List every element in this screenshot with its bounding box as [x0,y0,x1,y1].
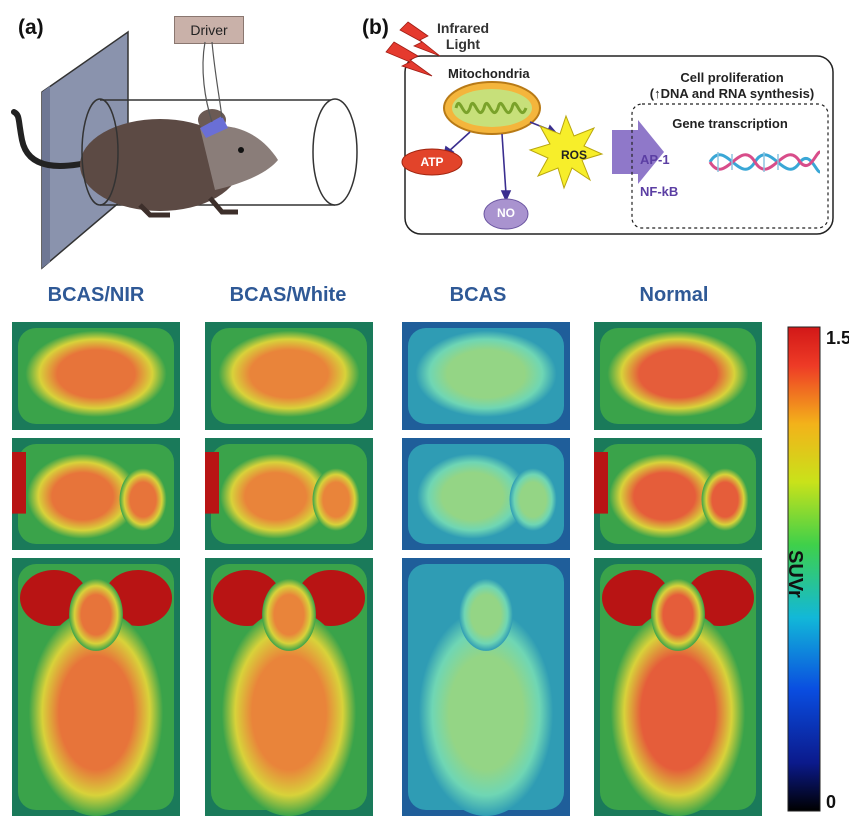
pet-scan-grid [12,322,762,816]
ap1-label: AP-1 [640,152,670,167]
gene-transcription-label: Gene transcription [672,116,788,131]
panel-a-label: (a) [18,16,44,39]
pet-scan-sagittal-bcas-white [205,438,373,550]
infrared-lightning-icon [385,21,441,77]
dna-helix-icon [708,150,821,174]
panel-b-label: (b) [362,16,389,39]
colorbar-min-label: 0 [826,792,837,812]
pet-scan-coronal-bcas [402,322,570,430]
cell-proliferation-label: Cell proliferation [680,70,784,85]
atp-label: ATP [420,155,444,169]
mouse-body [80,119,240,211]
pet-scan-axial-bcas-nir [12,558,180,816]
head-electrode [200,116,228,138]
pet-scan-axial-normal [594,558,762,816]
gene-transcription-box [631,103,829,229]
transcription-arrow [612,120,664,184]
driver-label-box: Driver [174,16,244,44]
column-title-normal: Normal [639,284,709,306]
pet-scan-sagittal-bcas-nir [12,438,180,550]
mouse-tail [11,109,103,169]
pet-scan-axial-bcas [402,558,570,816]
pet-scan-coronal-bcas-nir [12,322,180,430]
column-title-bcas-white: BCAS/White [229,284,347,306]
nfkb-label: NF-kB [640,184,679,199]
no-node [483,198,529,230]
suvr-colorbar [787,326,821,812]
pet-scan-coronal-normal [594,322,762,430]
infrared-light-label: Infrared Light [436,20,490,52]
colorbar-max-label: 1.5 [826,328,849,348]
ros-star-icon [528,114,604,190]
colorbar-axis-label: SUVr [784,550,806,598]
mouse-restraint-illustration [11,30,358,270]
dna-rna-synthesis-label: (↑DNA and RNA synthesis) [649,86,815,101]
column-title-bcas-nir: BCAS/NIR [47,284,145,306]
pet-scan-sagittal-bcas [402,438,570,550]
atp-node [401,148,463,176]
pet-scan-coronal-bcas-white [205,322,373,430]
column-title-bcas: BCAS [449,284,507,306]
pet-scan-axial-bcas-white [205,558,373,816]
no-label: NO [497,206,515,220]
mechanism-diagram [385,21,834,235]
ros-label: ROS [560,148,587,162]
pet-scan-sagittal-normal [594,438,762,550]
mitochondria-label: Mitochondria [448,66,530,81]
